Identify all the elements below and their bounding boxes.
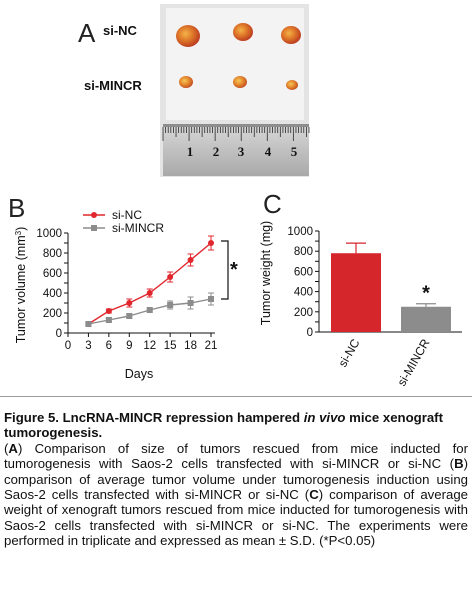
legend-marker <box>91 225 97 231</box>
ruler-number: 5 <box>291 144 298 159</box>
legend-label: si-MINCR <box>112 221 164 235</box>
data-point <box>187 257 194 263</box>
data-point <box>208 296 214 302</box>
tumor-si-nc-2 <box>233 23 253 41</box>
y-tick-label: 0 <box>307 327 313 339</box>
x-tick-label: 3 <box>85 340 91 352</box>
data-point <box>146 290 153 296</box>
figure-caption: Figure 5. LncRNA-MINCR repression hamper… <box>4 410 468 549</box>
panel-b-x-axis-label: Days <box>125 367 153 381</box>
data-point <box>126 300 133 306</box>
panel-c: C Tumor weight (mg) 0 200 400 600 800 1000 si… <box>259 189 462 389</box>
data-point <box>105 317 112 323</box>
x-tick-label: 0 <box>65 340 71 352</box>
panel-b-significance-bracket <box>221 240 229 300</box>
category-label: si-NC <box>335 336 362 369</box>
y-tick-label: 400 <box>43 288 62 300</box>
x-tick-label: 21 <box>205 340 218 352</box>
y-tick-label: 200 <box>294 307 313 319</box>
panel-b-label: B <box>8 193 25 223</box>
tumor-si-mincr-2 <box>233 76 247 88</box>
panel-a: 1 2 3 4 5 A si-NC si-MINCR <box>78 4 310 177</box>
tumor-si-nc-3 <box>281 26 301 44</box>
y-tick-label: 800 <box>294 246 313 258</box>
data-point <box>126 313 133 319</box>
tumors-si-nc <box>176 23 301 47</box>
category-label: si-MINCR <box>394 336 432 388</box>
tumor-si-mincr-1 <box>179 76 193 88</box>
caption-divider <box>0 396 472 405</box>
ruler-number: 3 <box>238 144 245 159</box>
ruler: 1 2 3 4 5 <box>162 124 310 176</box>
y-tick-label: 0 <box>56 328 62 340</box>
panel-c-y-axis-label: Tumor weight (mg) <box>259 221 273 325</box>
ruler-number: 4 <box>265 144 272 159</box>
tumor-si-mincr-3 <box>286 80 298 90</box>
series-si-nc <box>85 235 214 327</box>
data-point <box>167 274 174 280</box>
y-tick-label: 200 <box>43 308 62 320</box>
tumor-si-nc-1 <box>176 25 200 47</box>
panel-b-y-axis-label: Tumor volume (mm3) <box>14 227 28 344</box>
data-point <box>167 302 174 308</box>
photo-paper <box>166 8 304 120</box>
panel-b-significance-star: * <box>230 259 238 281</box>
panel-a-label: A <box>78 18 96 48</box>
y-tick-label: 400 <box>294 287 313 299</box>
y-tick-label: 600 <box>294 266 313 278</box>
bar-si-mincr <box>401 306 451 332</box>
legend-label: si-NC <box>112 208 142 222</box>
ruler-number: 2 <box>213 144 220 159</box>
data-point <box>105 308 112 314</box>
caption-title: Figure 5. LncRNA-MINCR repression hamper… <box>4 410 443 441</box>
panel-c-significance-star: * <box>422 283 430 305</box>
y-tick-label: 800 <box>43 248 62 260</box>
x-tick-label: 12 <box>143 340 156 352</box>
panel-b: B Tumor volume (mm3) 0 200 400 600 800 1000 0 3… <box>8 193 238 381</box>
series-si-mincr <box>85 292 214 327</box>
legend-marker <box>91 212 97 218</box>
group-label-si-nc: si-NC <box>103 23 138 38</box>
caption-body: (A) Comparison of size of tumors rescued… <box>4 440 468 549</box>
data-point <box>208 240 214 246</box>
panel-c-label: C <box>263 189 282 219</box>
x-tick-label: 9 <box>126 340 132 352</box>
data-point <box>146 307 153 313</box>
bar-si-nc <box>331 253 381 332</box>
tumors-si-mincr <box>179 76 298 90</box>
group-label-si-mincr: si-MINCR <box>84 78 142 93</box>
x-tick-label: 18 <box>184 340 197 352</box>
data-point <box>187 300 194 306</box>
x-tick-label: 6 <box>106 340 112 352</box>
x-tick-label: 15 <box>164 340 177 352</box>
y-tick-label: 1000 <box>287 226 313 238</box>
data-point <box>85 321 92 327</box>
y-tick-label: 1000 <box>36 228 62 240</box>
ruler-number: 1 <box>187 144 194 159</box>
y-tick-label: 600 <box>43 268 62 280</box>
